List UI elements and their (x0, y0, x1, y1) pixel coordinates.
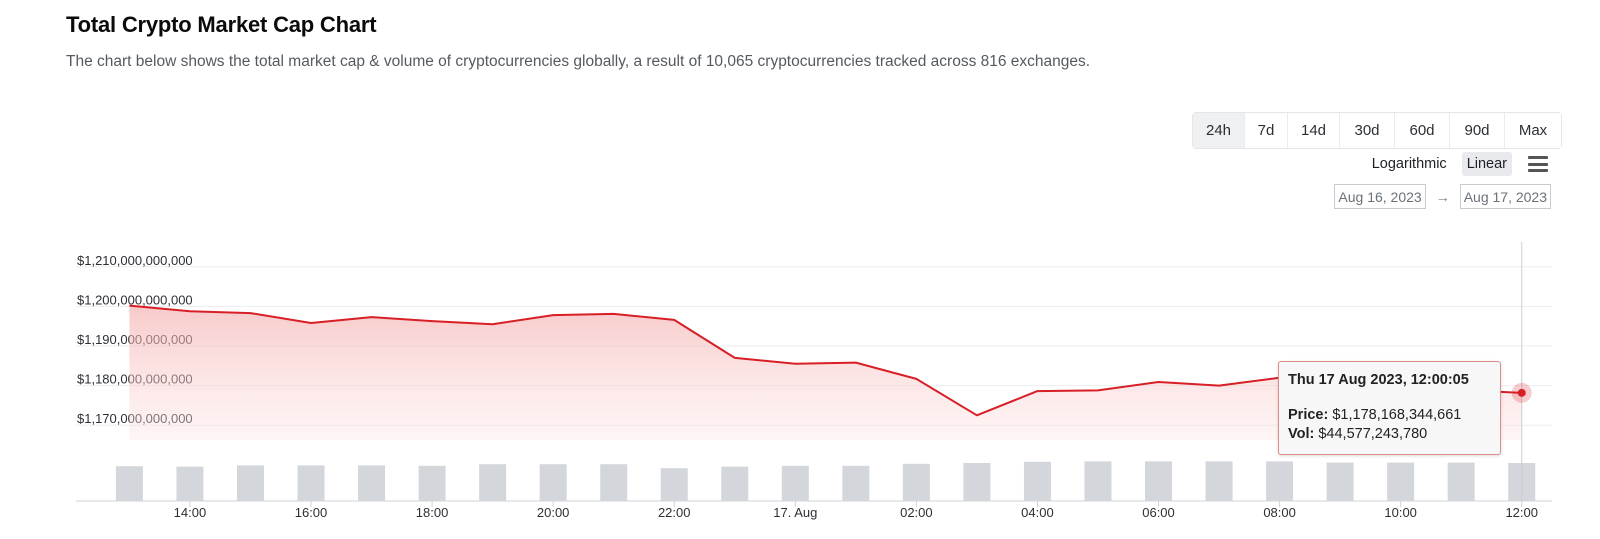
volume-bar (902, 463, 930, 501)
hamburger-menu-icon[interactable] (1528, 156, 1548, 172)
logarithmic-scale-button[interactable]: Logarithmic (1371, 156, 1447, 172)
page-subtitle: The chart below shows the total market c… (66, 53, 1091, 70)
range-button-7d[interactable]: 7d (1245, 113, 1288, 148)
x-tick-label: 17. Aug (773, 505, 817, 520)
tooltip-price-value: $1,178,168,344,661 (1332, 407, 1462, 423)
date-range: Aug 16, 2023 → Aug 17, 2023 (1334, 184, 1551, 209)
range-button-max[interactable]: Max (1505, 113, 1561, 148)
price-area-fill (129, 305, 1522, 440)
x-tick-label: 18:00 (416, 505, 449, 520)
tooltip-date: Thu 17 Aug 2023, 12:00:05 (1288, 372, 1469, 388)
range-button-24h[interactable]: 24h (1193, 113, 1245, 148)
volume-bar (358, 465, 386, 501)
range-button-60d[interactable]: 60d (1395, 113, 1450, 148)
volume-bar (1447, 462, 1475, 501)
x-tick-label: 02:00 (900, 505, 933, 520)
volume-bar (842, 465, 870, 501)
arrow-right-icon: → (1435, 188, 1450, 205)
tooltip-vol-value: $44,577,243,780 (1318, 426, 1428, 442)
tooltip-vol-label: Vol: (1288, 426, 1315, 442)
x-tick-label: 14:00 (174, 505, 207, 520)
scale-selector: Logarithmic Linear (1367, 150, 1548, 178)
x-axis-labels: 14:00 16:00 18:00 20:00 22:00 17. Aug 02:00 04:… (174, 501, 1538, 520)
volume-bar (721, 466, 749, 501)
page-title: Total Crypto Market Cap Chart (66, 12, 377, 37)
x-tick-label: 12:00 (1505, 505, 1538, 520)
volume-bar (1326, 462, 1354, 501)
x-tick-label: 16:00 (295, 505, 328, 520)
x-tick-label: 20:00 (537, 505, 570, 520)
x-tick-label: 08:00 (1263, 505, 1296, 520)
x-tick-label: 22:00 (658, 505, 691, 520)
volume-bar (660, 468, 688, 501)
volume-bars (115, 461, 1536, 501)
volume-bar (1387, 462, 1415, 501)
volume-bar (236, 465, 264, 501)
volume-bar (115, 466, 143, 501)
data-tooltip: Thu 17 Aug 2023, 12:00:05 Price: $1,178,… (1278, 361, 1501, 455)
volume-bar (781, 465, 809, 501)
volume-bar (539, 464, 567, 501)
x-tick-label: 06:00 (1142, 505, 1175, 520)
linear-scale-button[interactable]: Linear (1461, 152, 1512, 176)
time-range-selector: 24h 7d 14d 30d 60d 90d Max (1192, 112, 1562, 149)
y-tick-label: $1,210,000,000,000 (77, 253, 193, 268)
volume-bar (1266, 461, 1294, 501)
volume-bar (1023, 461, 1051, 501)
range-button-30d[interactable]: 30d (1340, 113, 1395, 148)
tooltip-price-label: Price: (1288, 407, 1329, 423)
date-from-input[interactable]: Aug 16, 2023 (1334, 184, 1426, 209)
volume-bar (1205, 461, 1233, 501)
highlight-point[interactable] (1517, 388, 1526, 397)
range-button-14d[interactable]: 14d (1288, 113, 1340, 148)
volume-bar (418, 465, 446, 501)
x-tick-label: 04:00 (1021, 505, 1054, 520)
volume-bar (1145, 461, 1173, 501)
volume-bar (176, 466, 204, 501)
market-cap-chart[interactable]: $1,210,000,000,000 $1,200,000,000,000 $1,1… (0, 220, 1600, 520)
date-to-input[interactable]: Aug 17, 2023 (1459, 184, 1551, 209)
x-tick-label: 10:00 (1384, 505, 1417, 520)
volume-bar (479, 464, 507, 501)
volume-bar (600, 464, 628, 501)
range-button-90d[interactable]: 90d (1450, 113, 1505, 148)
volume-bar (963, 463, 991, 501)
volume-bar (297, 465, 325, 501)
volume-bar (1084, 461, 1112, 501)
y-tick-label: $1,200,000,000,000 (77, 292, 193, 307)
crosshair (1511, 242, 1532, 501)
